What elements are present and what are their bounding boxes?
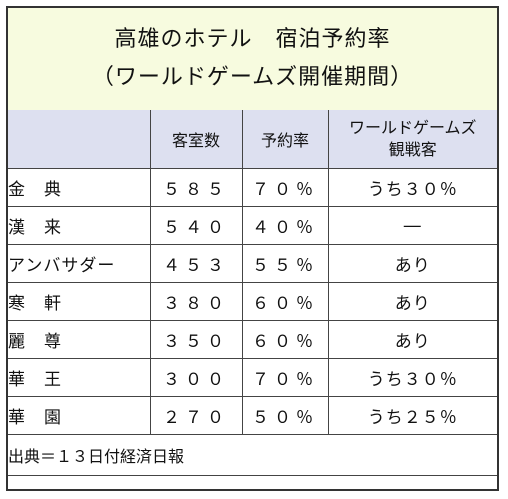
table-row: 麗 尊 ３５０ ６０％ あり <box>8 320 497 359</box>
rate-cell: ５０％ <box>241 396 329 435</box>
header-hotel-name <box>8 110 151 169</box>
hotel-name-cell: 金 典 <box>8 168 151 207</box>
guests-cell: うち３０％ <box>327 358 497 397</box>
rate-cell: ７０％ <box>241 168 329 207</box>
table-row: 金 典 ５８５ ７０％ うち３０％ <box>8 168 497 207</box>
table-header-row: 客室数 予約率 ワールドゲームズ 観戦客 <box>8 110 497 169</box>
guests-cell: あり <box>327 244 497 283</box>
guests-cell: ― <box>327 206 497 245</box>
rooms-cell: ２７０ <box>149 396 243 435</box>
rooms-cell: ３５０ <box>149 320 243 359</box>
table-row: 漢 来 ５４０ ４０％ ― <box>8 206 497 245</box>
rooms-cell: ３８０ <box>149 282 243 321</box>
hotel-name-cell: 寒 軒 <box>8 282 151 321</box>
header-booking-rate: 予約率 <box>241 110 329 169</box>
source-credit: 出典＝１３日付経済日報 <box>8 434 497 476</box>
rate-cell: ７０％ <box>241 358 329 397</box>
hotel-name-cell: 華 園 <box>8 396 151 435</box>
guests-cell: あり <box>327 282 497 321</box>
header-world-games-guests: ワールドゲームズ 観戦客 <box>327 110 497 169</box>
rate-cell: ６０％ <box>241 282 329 321</box>
header-guests-line2: 観戦客 <box>388 140 437 159</box>
table-row: アンバサダー ４５３ ５５％ あり <box>8 244 497 283</box>
source-row: 出典＝１３日付経済日報 <box>8 434 497 476</box>
rooms-cell: ４５３ <box>149 244 243 283</box>
hotel-name-cell: 漢 来 <box>8 206 151 245</box>
title-subtitle: （ワールドゲームズ開催期間） <box>91 65 414 90</box>
guests-cell: うち２５％ <box>327 396 497 435</box>
guests-cell: うち３０％ <box>327 168 497 207</box>
hotel-booking-table-card: 高雄のホテル 宿泊予約率 （ワールドゲームズ開催期間） 客室数 予約率 ワールド… <box>6 6 499 491</box>
title-main: 高雄のホテル 宿泊予約率 <box>114 27 391 52</box>
guests-cell: あり <box>327 320 497 359</box>
title-block: 高雄のホテル 宿泊予約率 （ワールドゲームズ開催期間） <box>8 8 497 111</box>
header-rooms: 客室数 <box>149 110 243 169</box>
rate-cell: ５５％ <box>241 244 329 283</box>
hotel-name-cell: 麗 尊 <box>8 320 151 359</box>
rooms-cell: ５８５ <box>149 168 243 207</box>
rate-cell: ４０％ <box>241 206 329 245</box>
table-row: 寒 軒 ３８０ ６０％ あり <box>8 282 497 321</box>
booking-rate-table: 客室数 予約率 ワールドゲームズ 観戦客 金 典 ５８５ ７０％ うち３０％ 漢… <box>8 110 497 476</box>
rooms-cell: ５４０ <box>149 206 243 245</box>
table-row: 華 園 ２７０ ５０％ うち２５％ <box>8 396 497 435</box>
rate-cell: ６０％ <box>241 320 329 359</box>
table-row: 華 王 ３００ ７０％ うち３０％ <box>8 358 497 397</box>
rooms-cell: ３００ <box>149 358 243 397</box>
header-guests-line1: ワールドゲームズ <box>348 118 477 137</box>
hotel-name-cell: 華 王 <box>8 358 151 397</box>
hotel-name-cell: アンバサダー <box>8 244 151 283</box>
